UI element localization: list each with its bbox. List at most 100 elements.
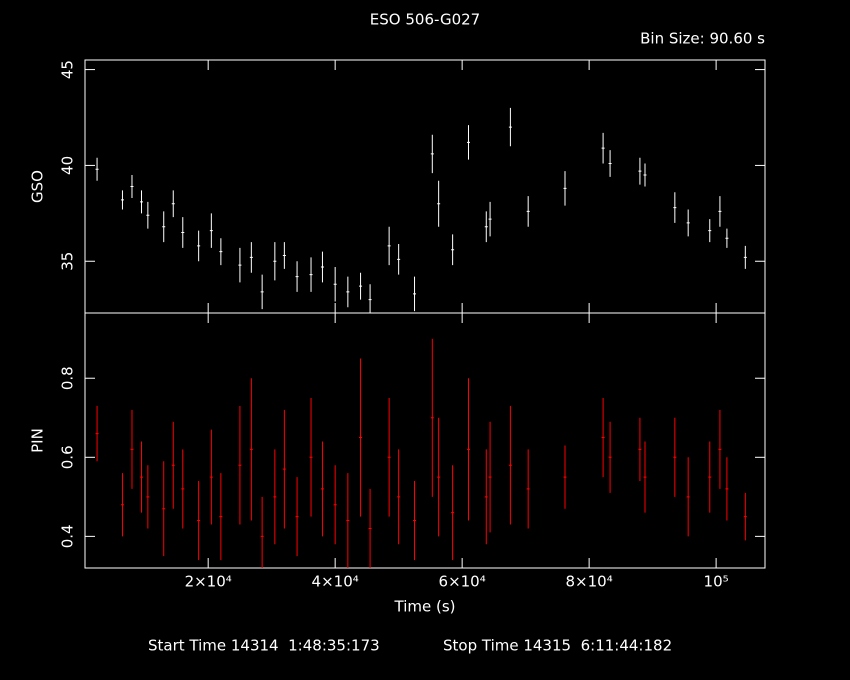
error-bar — [638, 417, 642, 482]
x-tick-label: 2×10⁴ — [185, 573, 232, 591]
error-bar — [563, 171, 567, 206]
error-bar — [708, 441, 712, 513]
error-bar — [725, 457, 729, 521]
error-bar — [508, 405, 512, 525]
error-bar — [743, 245, 747, 269]
error-bar — [708, 219, 712, 243]
error-bar — [333, 267, 337, 302]
x-tick-label: 8×10⁴ — [566, 573, 613, 591]
error-bar — [451, 234, 455, 266]
error-bar — [260, 496, 264, 568]
error-bar — [437, 417, 441, 537]
error-bar — [673, 192, 677, 223]
x-tick-label: 6×10⁴ — [439, 573, 486, 591]
error-bar — [95, 157, 99, 181]
error-bar — [466, 125, 470, 160]
error-bar — [413, 276, 417, 312]
error-bar — [430, 338, 434, 497]
error-bar — [209, 429, 213, 525]
error-bar — [282, 242, 286, 269]
error-bar — [162, 461, 166, 557]
error-bar — [488, 421, 492, 533]
error-bar — [171, 190, 175, 218]
error-bar — [466, 378, 470, 521]
error-bar — [608, 150, 612, 177]
error-bar — [146, 201, 150, 229]
error-bar — [718, 409, 722, 489]
bin-size: Bin Size: 90.60 s — [640, 30, 765, 48]
error-bar — [219, 473, 223, 561]
error-bar — [181, 217, 185, 248]
error-bar — [397, 244, 401, 275]
error-bar — [686, 457, 690, 537]
error-bar — [526, 449, 530, 529]
y-axis-label: PIN — [29, 428, 47, 453]
error-bar — [295, 477, 299, 557]
y-tick-label: 45 — [59, 60, 77, 79]
error-bar — [295, 261, 299, 292]
error-bar — [309, 398, 313, 517]
error-bar — [320, 441, 324, 537]
y-tick-label: 40 — [59, 156, 77, 175]
error-bar — [397, 449, 401, 545]
error-bar — [488, 201, 492, 237]
error-bar — [743, 492, 747, 541]
plot-frame — [84, 312, 766, 569]
error-bar — [451, 465, 455, 561]
y-axis-label: GSO — [29, 170, 47, 203]
error-bar — [309, 257, 313, 292]
error-bar — [430, 134, 434, 174]
error-bar — [359, 272, 363, 300]
stop-time: Stop Time 14315 6:11:44:182 — [443, 637, 672, 655]
error-bar — [197, 230, 201, 262]
error-bar — [437, 180, 441, 227]
error-bar — [387, 398, 391, 517]
error-bar — [413, 481, 417, 561]
error-bar — [238, 405, 242, 525]
error-bar — [643, 441, 647, 513]
x-tick-label: 10⁵ — [704, 573, 729, 591]
error-bar — [387, 226, 391, 266]
error-bar — [130, 409, 134, 489]
start-time: Start Time 14314 1:48:35:173 — [148, 637, 380, 655]
error-bar — [130, 175, 134, 198]
error-bar — [346, 276, 350, 308]
error-bar — [526, 196, 530, 227]
error-bar — [197, 481, 201, 561]
y-tick-label: 0.6 — [59, 445, 77, 469]
error-bar — [484, 211, 488, 243]
error-bar — [718, 196, 722, 227]
error-bar — [673, 417, 677, 497]
error-bar — [686, 209, 690, 237]
x-tick-label: 4×10⁴ — [312, 573, 359, 591]
error-bar — [601, 132, 605, 164]
error-bar — [95, 405, 99, 462]
error-bar — [359, 358, 363, 517]
error-bar — [146, 465, 150, 529]
error-bar — [273, 449, 277, 545]
error-bar — [209, 213, 213, 248]
error-bar — [320, 251, 324, 283]
error-bar — [273, 242, 277, 281]
error-bar — [368, 488, 372, 568]
error-bar — [140, 441, 144, 513]
error-bar — [725, 228, 729, 248]
error-bar — [120, 190, 124, 210]
error-bar — [140, 190, 144, 214]
error-bar — [601, 398, 605, 478]
error-bar — [219, 238, 223, 266]
error-bar — [638, 157, 642, 185]
error-bar — [563, 445, 567, 509]
error-bar — [508, 107, 512, 147]
y-tick-label: 0.8 — [59, 366, 77, 390]
y-tick-label: 35 — [59, 252, 77, 271]
error-bar — [171, 421, 175, 509]
error-bar — [162, 211, 166, 243]
error-bar — [484, 449, 488, 545]
error-bar — [249, 242, 253, 273]
error-bar — [260, 274, 264, 310]
error-bar — [282, 409, 286, 529]
